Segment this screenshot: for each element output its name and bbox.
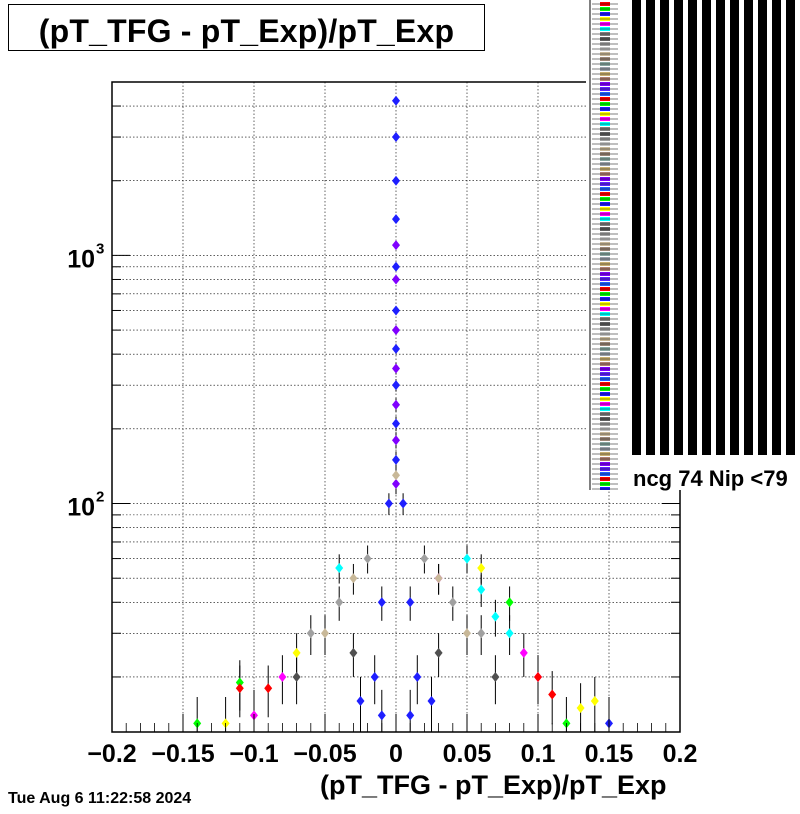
data-point: [377, 710, 386, 721]
data-points: [193, 95, 613, 729]
data-point: [392, 132, 400, 143]
legend-text-column: [674, 0, 683, 455]
legend-text-column: [744, 0, 753, 455]
data-point: [392, 305, 400, 316]
data-point: [434, 647, 443, 658]
data-point: [392, 240, 400, 251]
legend-text-column: [730, 0, 739, 455]
data-point: [576, 702, 585, 713]
data-point: [406, 710, 415, 721]
data-point: [363, 553, 372, 564]
data-point: [377, 597, 386, 608]
x-tick-label: 0.05: [443, 740, 492, 768]
data-point: [392, 95, 400, 106]
y-tick-exponent: 2: [96, 489, 104, 506]
chart-title: (pT_TFG - pT_Exp)/pT_Exp: [38, 13, 455, 49]
data-point: [349, 647, 358, 658]
legend: [586, 0, 800, 490]
data-point: [392, 478, 400, 489]
title-box: (pT_TFG - pT_Exp)/pT_Exp: [8, 4, 485, 51]
legend-text-column: [702, 0, 711, 455]
data-point: [392, 418, 400, 429]
data-point: [335, 597, 344, 608]
data-point: [356, 696, 365, 707]
data-point: [534, 671, 542, 682]
legend-text-column: [758, 0, 767, 455]
x-tick-label: −0.1: [229, 740, 278, 768]
data-point: [235, 683, 244, 694]
data-point: [292, 671, 301, 682]
data-point: [519, 647, 528, 658]
legend-text-column: [688, 0, 697, 455]
legend-text-column: [660, 0, 669, 455]
data-point: [548, 689, 557, 700]
data-point: [491, 611, 500, 622]
data-point: [392, 470, 400, 481]
data-point: [505, 628, 514, 639]
data-point: [477, 584, 486, 595]
data-point: [448, 597, 457, 608]
data-point: [392, 399, 400, 410]
data-point: [292, 647, 301, 658]
x-tick-label: 0.15: [585, 740, 634, 768]
legend-entry-text: ncg 74 Nip <79: [633, 466, 788, 491]
y-tick-exponent: 3: [96, 240, 104, 257]
data-point: [392, 435, 400, 446]
data-point: [235, 677, 244, 688]
data-point: [370, 671, 379, 682]
data-point: [392, 261, 400, 272]
data-point: [392, 175, 400, 186]
data-point: [406, 597, 415, 608]
timestamp: Tue Aug 6 11:22:58 2024: [8, 790, 192, 807]
data-point: [477, 562, 486, 573]
data-point: [477, 628, 486, 639]
x-tick-label: −0.2: [87, 740, 136, 768]
x-tick-label: 0.2: [663, 740, 698, 768]
data-point: [505, 597, 514, 608]
data-point: [264, 683, 273, 694]
data-point: [335, 562, 344, 573]
y-tick-label: 10: [67, 494, 95, 522]
data-point: [413, 671, 422, 682]
legend-text-column: [786, 0, 795, 455]
legend-text-column: [632, 0, 641, 455]
legend-text-column: [772, 0, 781, 455]
data-point: [590, 696, 599, 707]
data-point: [427, 696, 436, 707]
data-point: [349, 573, 358, 584]
x-tick-label: 0.1: [521, 740, 556, 768]
x-axis-label: (pT_TFG - pT_Exp)/pT_Exp: [320, 770, 667, 800]
data-point: [463, 553, 471, 564]
data-point: [306, 628, 315, 639]
data-point: [392, 363, 400, 374]
data-point: [420, 553, 429, 564]
legend-swatch: [600, 487, 610, 490]
data-point: [392, 214, 400, 225]
x-tick-label: −0.05: [293, 740, 356, 768]
y-tick-label: 10: [67, 245, 95, 273]
data-point: [463, 628, 471, 639]
data-point: [392, 454, 400, 465]
legend-text-column: [646, 0, 655, 455]
data-point: [392, 274, 400, 285]
data-point: [384, 498, 393, 509]
legend-entries: [589, 0, 795, 490]
x-tick-label: −0.15: [151, 740, 214, 768]
data-point: [491, 671, 500, 682]
data-point: [392, 325, 400, 336]
data-point: [434, 573, 443, 584]
x-tick-labels: −0.2 −0.15 −0.1 −0.05 0 0.05 0.1 0.15 0.2: [87, 740, 697, 768]
data-point: [392, 380, 400, 391]
data-point: [392, 343, 400, 354]
legend-text-column: [716, 0, 725, 455]
data-point: [278, 671, 287, 682]
error-bars: [196, 99, 610, 732]
data-point: [399, 498, 408, 509]
data-point: [321, 628, 329, 639]
x-tick-label: 0: [389, 740, 403, 768]
